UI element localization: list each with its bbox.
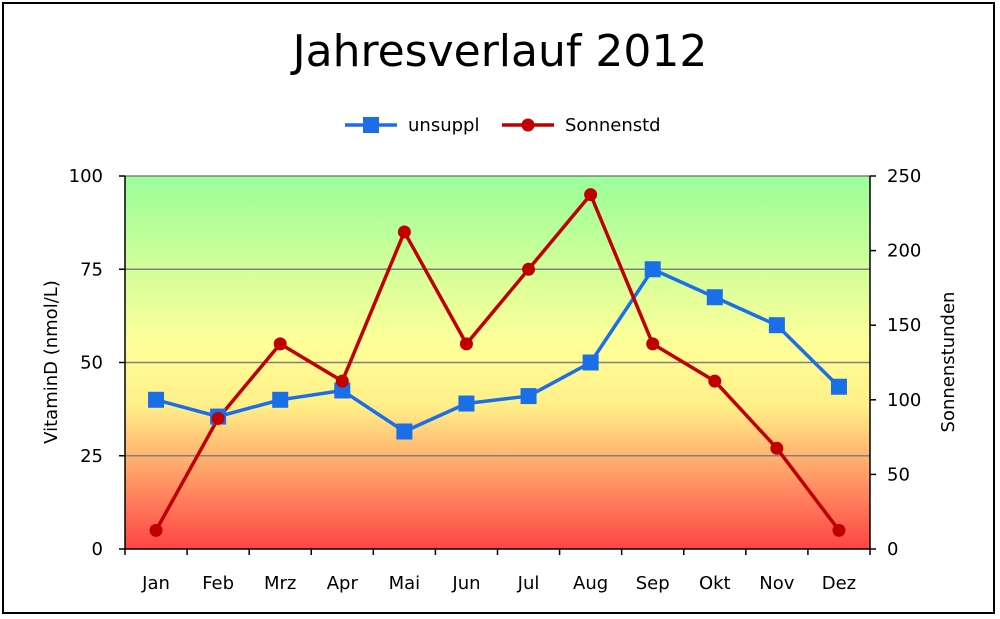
y2-tick-label: 0 [887, 539, 898, 560]
y-axis-title: VitaminD (nmol/L) [41, 280, 62, 444]
data-point-sonnenstd [832, 523, 846, 537]
data-point-unsuppl [396, 423, 413, 440]
data-point-unsuppl [768, 317, 785, 334]
y2-tick-label: 100 [887, 390, 921, 411]
x-tick-label: Feb [202, 573, 234, 594]
data-point-unsuppl [458, 395, 475, 412]
data-point-unsuppl [830, 378, 847, 395]
x-tick-label: Mai [389, 573, 421, 594]
data-point-sonnenstd [273, 337, 287, 351]
data-point-sonnenstd [459, 337, 473, 351]
legend-label-unsuppl: unsuppl [408, 115, 479, 136]
x-tick-label: Apr [327, 573, 359, 594]
legend-marker-sonnenstd [521, 118, 535, 132]
data-point-sonnenstd [522, 262, 536, 276]
x-tick-label: Okt [699, 573, 731, 594]
x-tick-label: Jun [451, 573, 480, 594]
legend: unsuppl Sonnenstd [345, 115, 661, 136]
x-tick-label: Mrz [264, 573, 296, 594]
axes [119, 175, 876, 555]
y-tick-label: 50 [80, 353, 103, 374]
y2-tick-label: 200 [887, 241, 921, 262]
data-point-unsuppl [706, 289, 723, 306]
x-tick-label: Nov [759, 573, 794, 594]
data-point-sonnenstd [708, 374, 722, 388]
tick-labels: 0 25 50 75 100 0 50 100 150 200 250 Jan Feb Mrz Apr Mai… [69, 166, 922, 594]
series-lines [154, 192, 841, 532]
data-point-unsuppl [272, 391, 289, 408]
data-point-sonnenstd [335, 374, 349, 388]
data-point-sonnenstd [397, 225, 411, 239]
y2-tick-label: 250 [887, 166, 921, 187]
x-tick-label: Aug [573, 573, 608, 594]
data-point-sonnenstd [646, 337, 660, 351]
y-tick-label: 0 [92, 539, 103, 560]
data-point-sonnenstd [584, 188, 598, 202]
chart-title: Jahresverlauf 2012 [292, 26, 708, 77]
y2-tick-label: 150 [887, 315, 921, 336]
y2-tick-label: 50 [887, 464, 910, 485]
y2-axis-title: Sonnenstunden [938, 292, 959, 433]
x-tick-label: Sep [636, 573, 670, 594]
x-tick-label: Jan [141, 573, 170, 594]
data-point-sonnenstd [770, 441, 784, 455]
legend-label-sonnenstd: Sonnenstd [565, 115, 661, 136]
series-markers [148, 188, 847, 537]
data-point-unsuppl [520, 388, 537, 405]
data-point-unsuppl [334, 382, 351, 399]
series-line-unsuppl [155, 267, 841, 434]
data-point-unsuppl [644, 261, 661, 278]
y-tick-label: 25 [80, 446, 103, 467]
data-point-unsuppl [582, 354, 599, 371]
data-point-sonnenstd [211, 411, 225, 425]
data-point-sonnenstd [149, 523, 163, 537]
legend-marker-unsuppl [363, 117, 379, 133]
x-tick-label: Dez [822, 573, 856, 594]
data-point-unsuppl [148, 391, 165, 408]
series-line-sonnenstd [154, 192, 841, 532]
gridlines [125, 175, 870, 457]
x-tick-label: Jul [517, 573, 540, 594]
y-tick-label: 75 [80, 259, 103, 280]
y-tick-label: 100 [69, 166, 103, 187]
